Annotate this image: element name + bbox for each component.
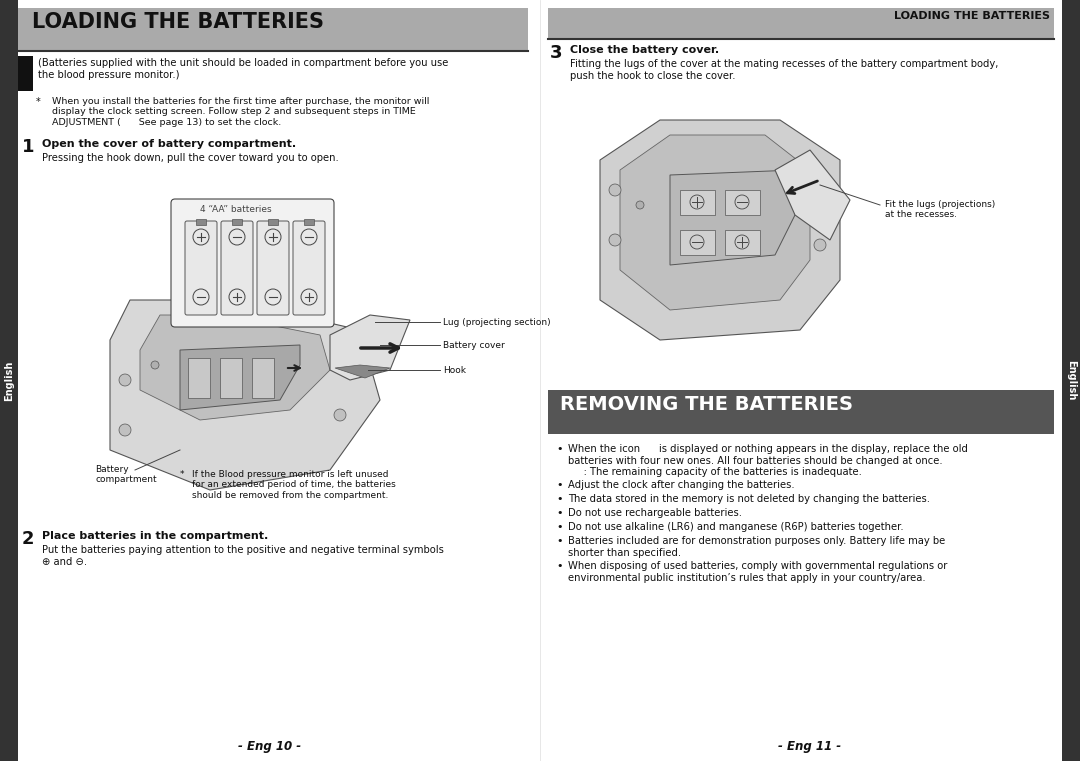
Text: •: • bbox=[556, 536, 563, 546]
Polygon shape bbox=[110, 300, 380, 490]
Text: 3: 3 bbox=[550, 44, 563, 62]
Text: •: • bbox=[556, 444, 563, 454]
Text: Fit the lugs (projections)
at the recesses.: Fit the lugs (projections) at the recess… bbox=[885, 200, 996, 219]
Circle shape bbox=[334, 359, 346, 371]
Polygon shape bbox=[670, 170, 795, 265]
Bar bbox=[252, 358, 274, 398]
Text: Close the battery cover.: Close the battery cover. bbox=[570, 45, 719, 55]
Text: Batteries included are for demonstration purposes only. Battery life may be
shor: Batteries included are for demonstration… bbox=[568, 536, 945, 558]
Text: •: • bbox=[556, 494, 563, 504]
Text: Do not use rechargeable batteries.: Do not use rechargeable batteries. bbox=[568, 508, 742, 518]
Text: Open the cover of battery compartment.: Open the cover of battery compartment. bbox=[42, 139, 296, 149]
Text: (Batteries supplied with the unit should be loaded in compartment before you use: (Batteries supplied with the unit should… bbox=[38, 58, 448, 80]
FancyBboxPatch shape bbox=[293, 221, 325, 315]
Text: Battery cover: Battery cover bbox=[443, 341, 504, 350]
FancyBboxPatch shape bbox=[221, 221, 253, 315]
Text: The data stored in the memory is not deleted by changing the batteries.: The data stored in the memory is not del… bbox=[568, 494, 930, 504]
Text: •: • bbox=[556, 561, 563, 571]
Text: English: English bbox=[4, 360, 14, 401]
FancyBboxPatch shape bbox=[185, 221, 217, 315]
Text: Fitting the lugs of the cover at the mating recesses of the battery compartment : Fitting the lugs of the cover at the mat… bbox=[570, 59, 998, 81]
Polygon shape bbox=[620, 135, 810, 310]
Bar bbox=[303, 219, 314, 225]
Bar bbox=[680, 190, 715, 215]
Text: Hook: Hook bbox=[443, 366, 465, 375]
Circle shape bbox=[814, 194, 826, 206]
Circle shape bbox=[119, 424, 131, 436]
Text: - Eng 10 -: - Eng 10 - bbox=[239, 740, 301, 753]
Bar bbox=[268, 219, 278, 225]
Polygon shape bbox=[600, 120, 840, 340]
Text: When you install the batteries for the first time after purchase, the monitor wi: When you install the batteries for the f… bbox=[52, 97, 430, 127]
Text: LOADING THE BATTERIES: LOADING THE BATTERIES bbox=[894, 11, 1050, 21]
Bar bbox=[548, 8, 1054, 38]
Bar bbox=[1062, 0, 1080, 761]
Text: Adjust the clock after changing the batteries.: Adjust the clock after changing the batt… bbox=[568, 480, 795, 490]
Bar bbox=[232, 219, 242, 225]
Text: •: • bbox=[556, 480, 563, 490]
Text: When the icon      is displayed or nothing appears in the display, replace the o: When the icon is displayed or nothing ap… bbox=[568, 444, 968, 477]
Bar bbox=[0, 0, 18, 761]
Text: Do not use alkaline (LR6) and manganese (R6P) batteries together.: Do not use alkaline (LR6) and manganese … bbox=[568, 522, 904, 532]
Polygon shape bbox=[335, 365, 390, 378]
Polygon shape bbox=[140, 315, 330, 420]
Circle shape bbox=[636, 201, 644, 209]
Text: 1: 1 bbox=[22, 138, 35, 156]
Bar bbox=[195, 219, 206, 225]
Bar bbox=[18, 56, 33, 91]
Circle shape bbox=[334, 409, 346, 421]
Text: Pressing the hook down, pull the cover toward you to open.: Pressing the hook down, pull the cover t… bbox=[42, 153, 339, 163]
Polygon shape bbox=[180, 345, 300, 410]
Bar bbox=[18, 8, 528, 50]
Text: 2: 2 bbox=[22, 530, 35, 548]
Text: *: * bbox=[180, 470, 185, 479]
Bar bbox=[725, 190, 760, 215]
Text: •: • bbox=[556, 508, 563, 518]
FancyBboxPatch shape bbox=[171, 199, 334, 327]
Text: If the Blood pressure monitor is left unused
for an extended period of time, the: If the Blood pressure monitor is left un… bbox=[192, 470, 395, 500]
Text: Battery
compartment: Battery compartment bbox=[95, 465, 157, 485]
Text: •: • bbox=[556, 522, 563, 532]
Text: Lug (projecting section): Lug (projecting section) bbox=[443, 318, 551, 327]
Bar bbox=[220, 358, 242, 398]
Bar bbox=[680, 230, 715, 255]
Text: 4 “AA” batteries: 4 “AA” batteries bbox=[200, 205, 272, 214]
Text: Place batteries in the compartment.: Place batteries in the compartment. bbox=[42, 531, 268, 541]
Circle shape bbox=[151, 361, 159, 369]
Circle shape bbox=[119, 374, 131, 386]
Bar bbox=[725, 230, 760, 255]
Circle shape bbox=[609, 234, 621, 246]
Text: English: English bbox=[1066, 360, 1076, 401]
FancyBboxPatch shape bbox=[257, 221, 289, 315]
Text: LOADING THE BATTERIES: LOADING THE BATTERIES bbox=[32, 12, 324, 32]
Bar bbox=[548, 390, 1054, 434]
Text: *: * bbox=[36, 97, 41, 107]
Circle shape bbox=[609, 184, 621, 196]
Text: Put the batteries paying attention to the positive and negative terminal symbols: Put the batteries paying attention to th… bbox=[42, 545, 444, 567]
Text: When disposing of used batteries, comply with governmental regulations or
enviro: When disposing of used batteries, comply… bbox=[568, 561, 947, 583]
Polygon shape bbox=[775, 150, 850, 240]
Text: - Eng 11 -: - Eng 11 - bbox=[779, 740, 841, 753]
Text: REMOVING THE BATTERIES: REMOVING THE BATTERIES bbox=[561, 395, 853, 414]
Bar bbox=[188, 358, 210, 398]
Polygon shape bbox=[330, 315, 410, 380]
Circle shape bbox=[814, 239, 826, 251]
